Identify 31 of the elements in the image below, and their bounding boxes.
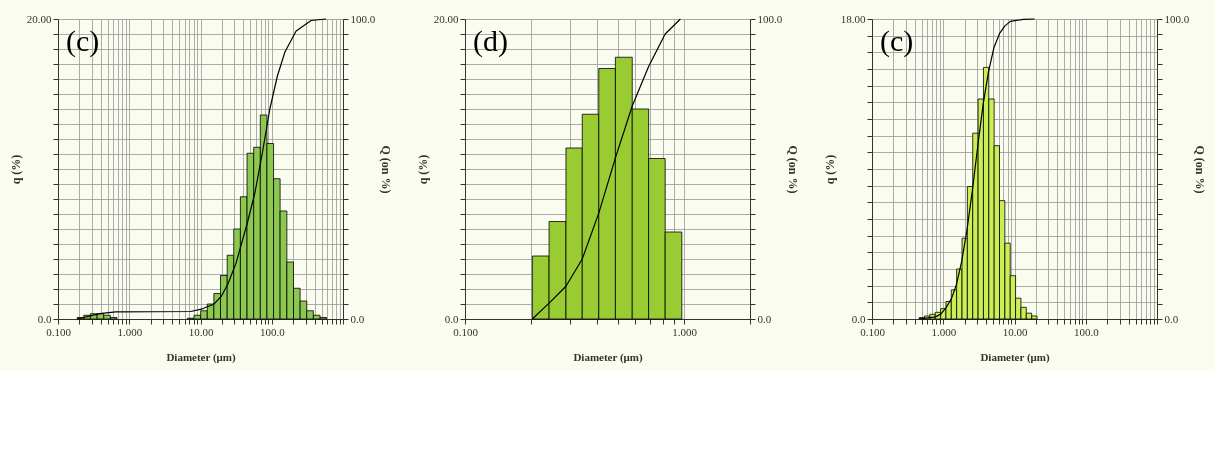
x-tick-label: 1.000 bbox=[931, 325, 957, 338]
y-tick-label: 18.00 bbox=[840, 12, 866, 25]
y2-tick-label: 0.0 bbox=[350, 312, 365, 325]
y-tick-label: 20.00 bbox=[26, 12, 52, 25]
chart-title: (c) bbox=[880, 24, 914, 58]
x-tick-label: 1.000 bbox=[672, 325, 698, 338]
x-tick-label: 100.0 bbox=[1073, 325, 1100, 338]
y2-axis-title: Q (on %) bbox=[379, 145, 394, 194]
x-tick-label: 0.100 bbox=[453, 325, 479, 338]
y2-tick-label: 0.0 bbox=[757, 312, 772, 325]
x-tick-label: 0.100 bbox=[860, 325, 886, 338]
x-tick-label: 10.00 bbox=[1002, 325, 1028, 338]
y2-tick-label: 0.0 bbox=[1164, 312, 1179, 325]
x-axis-title: Diameter (μm) bbox=[980, 350, 1050, 364]
y-tick-label: 20.00 bbox=[433, 12, 459, 25]
y-axis-title: q (%) bbox=[822, 154, 837, 185]
y2-tick-label: 100.0 bbox=[757, 12, 783, 25]
x-tick-label: 0.100 bbox=[46, 325, 72, 338]
x-axis-title: Diameter (μm) bbox=[573, 350, 643, 364]
y2-axis-title: Q (on %) bbox=[1193, 145, 1208, 194]
y-axis-title: q (%) bbox=[415, 154, 430, 185]
y-axis-title: q (%) bbox=[8, 154, 23, 185]
x-tick-label: 1.000 bbox=[117, 325, 143, 338]
y2-axis-title: Q (on %) bbox=[786, 145, 801, 194]
y2-tick-label: 100.0 bbox=[1164, 12, 1190, 25]
x-tick-label: 100.0 bbox=[259, 325, 286, 338]
chart-title: (c) bbox=[66, 24, 100, 58]
x-tick-label: 10.00 bbox=[188, 325, 214, 338]
chart-title: (d) bbox=[473, 24, 508, 58]
x-axis-title: Diameter (μm) bbox=[166, 350, 236, 364]
y2-tick-label: 100.0 bbox=[350, 12, 376, 25]
